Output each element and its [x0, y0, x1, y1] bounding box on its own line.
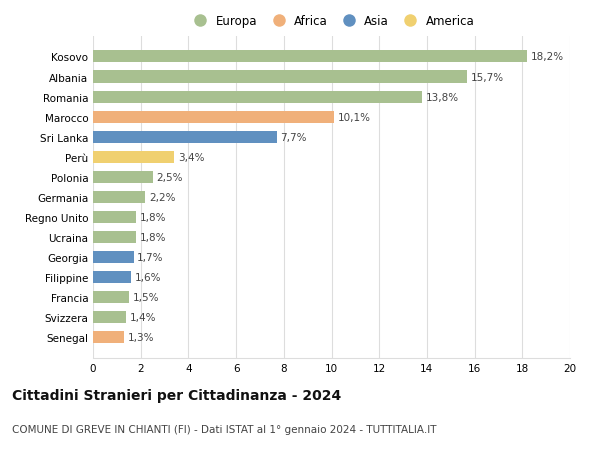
Bar: [93, 151, 174, 163]
Bar: [93, 311, 127, 324]
Bar: [93, 112, 334, 123]
Text: COMUNE DI GREVE IN CHIANTI (FI) - Dati ISTAT al 1° gennaio 2024 - TUTTITALIA.IT: COMUNE DI GREVE IN CHIANTI (FI) - Dati I…: [12, 425, 437, 435]
Text: 1,4%: 1,4%: [130, 313, 157, 322]
Bar: [93, 291, 129, 303]
Legend: Europa, Africa, Asia, America: Europa, Africa, Asia, America: [188, 15, 475, 28]
Bar: [93, 131, 277, 143]
Text: 1,5%: 1,5%: [133, 292, 159, 302]
Bar: [93, 171, 152, 183]
Bar: [93, 212, 136, 224]
Bar: [93, 331, 124, 343]
Text: 3,4%: 3,4%: [178, 152, 204, 162]
Text: 1,8%: 1,8%: [140, 213, 166, 222]
Text: 2,5%: 2,5%: [156, 173, 183, 182]
Text: 1,7%: 1,7%: [137, 252, 164, 263]
Text: Cittadini Stranieri per Cittadinanza - 2024: Cittadini Stranieri per Cittadinanza - 2…: [12, 388, 341, 402]
Text: 15,7%: 15,7%: [471, 73, 504, 82]
Bar: [93, 91, 422, 103]
Bar: [93, 191, 145, 203]
Bar: [93, 51, 527, 63]
Text: 10,1%: 10,1%: [337, 112, 370, 123]
Text: 7,7%: 7,7%: [280, 132, 307, 142]
Text: 18,2%: 18,2%: [530, 52, 564, 62]
Text: 2,2%: 2,2%: [149, 192, 176, 202]
Bar: [93, 271, 131, 283]
Text: 1,8%: 1,8%: [140, 232, 166, 242]
Bar: [93, 252, 134, 263]
Text: 1,3%: 1,3%: [128, 332, 154, 342]
Bar: [93, 71, 467, 84]
Text: 1,6%: 1,6%: [135, 272, 161, 282]
Bar: [93, 231, 136, 243]
Text: 13,8%: 13,8%: [426, 92, 459, 102]
